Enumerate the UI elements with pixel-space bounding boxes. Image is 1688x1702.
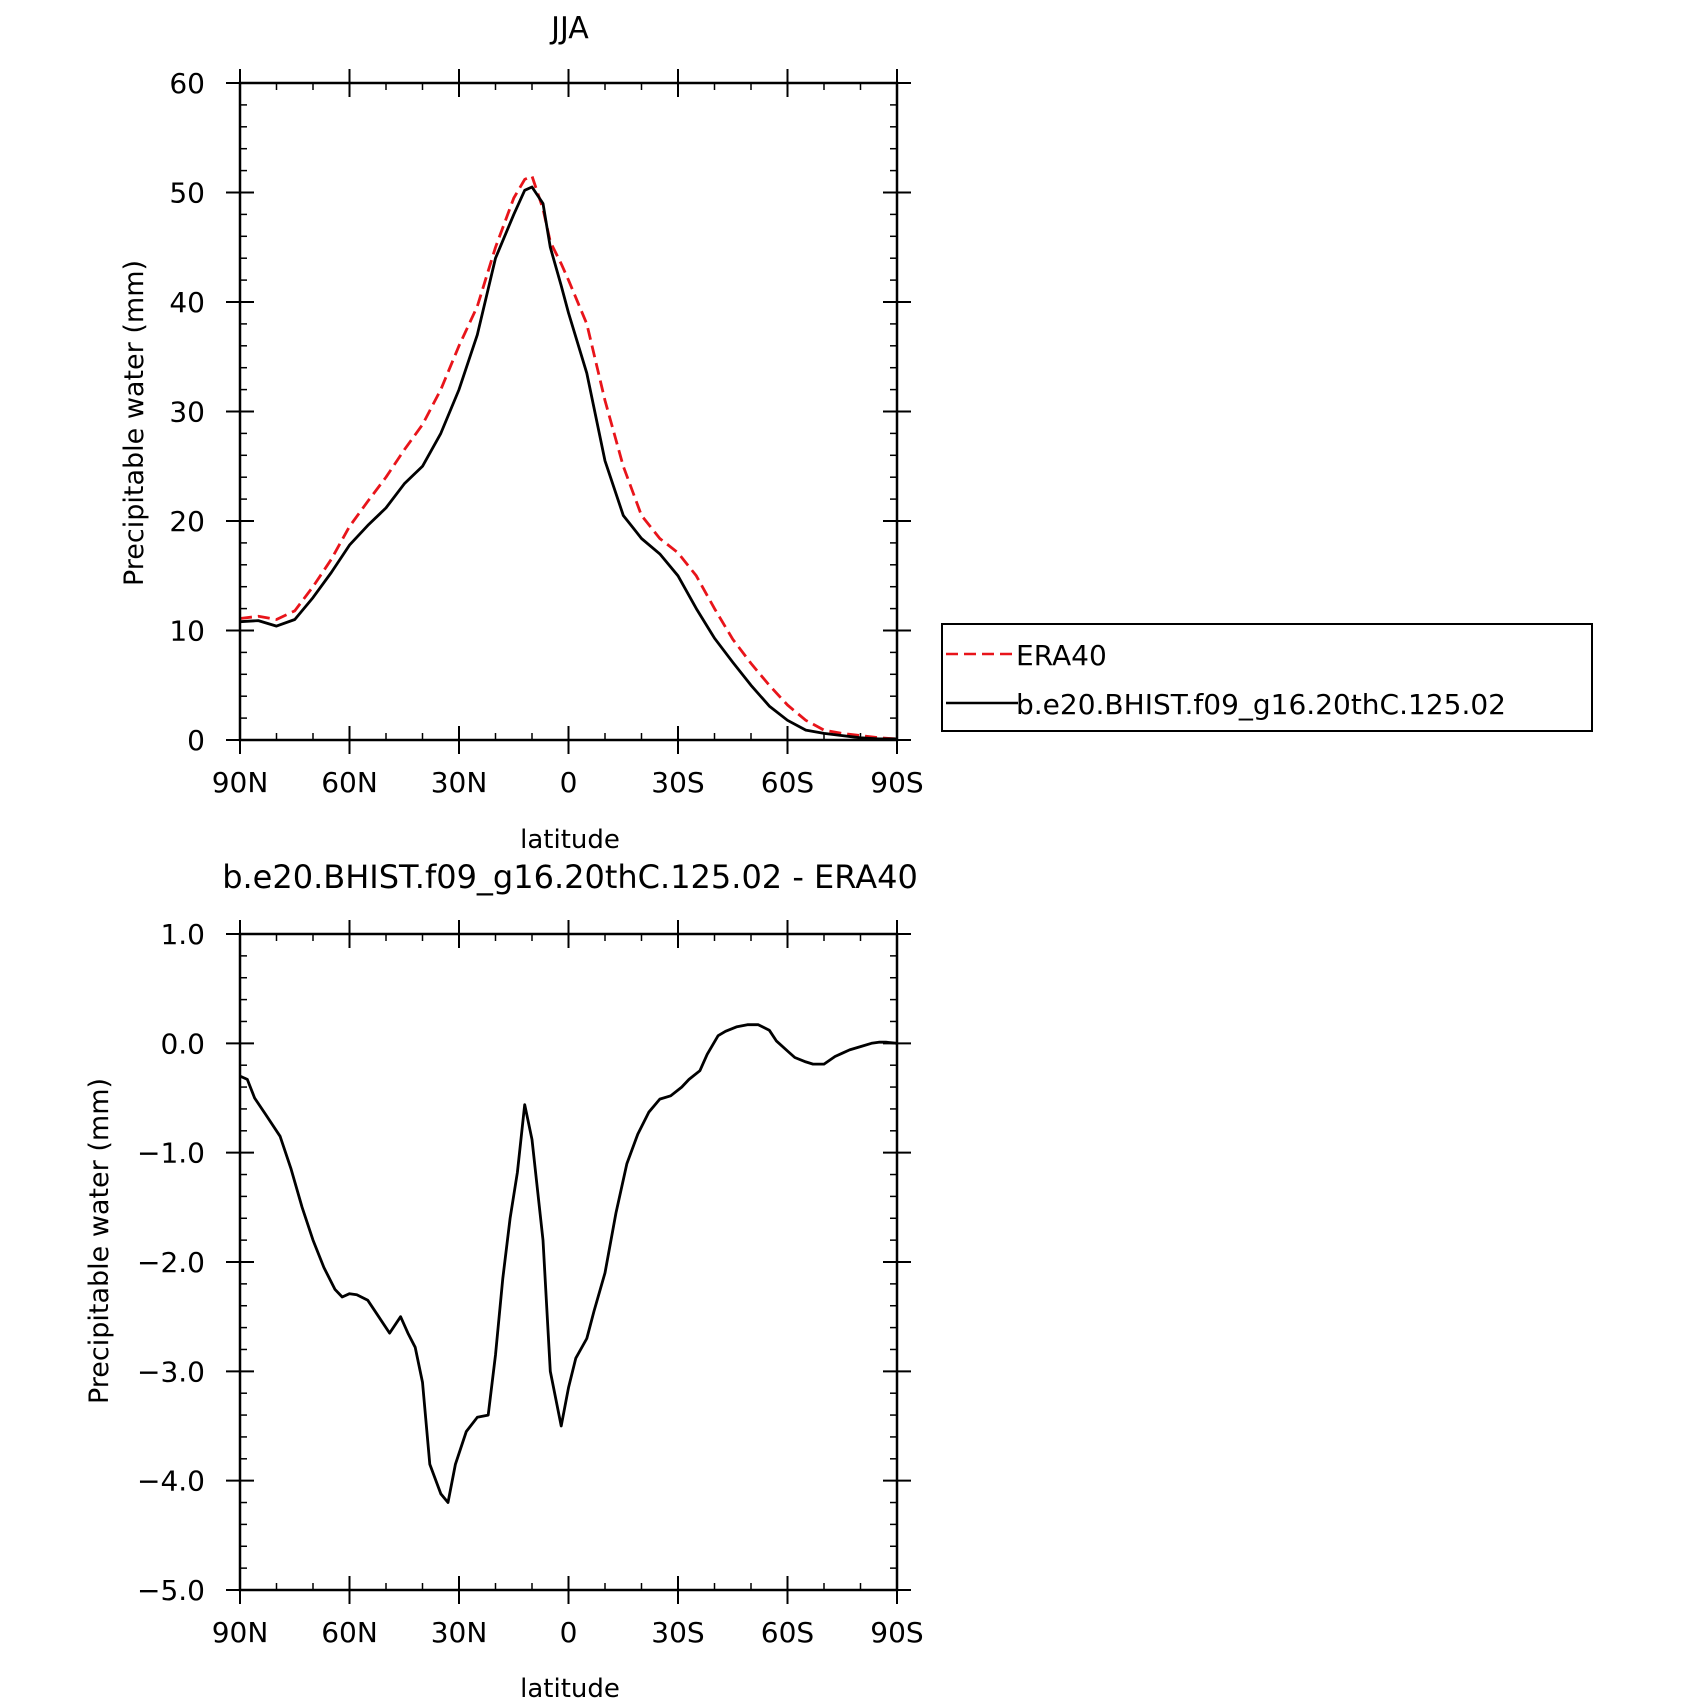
y-tick-label: −3.0 xyxy=(137,1355,205,1388)
panel-title: JJA xyxy=(549,11,589,46)
plot-area xyxy=(239,174,898,741)
legend-label-model: b.e20.BHIST.f09_g16.20thC.125.02 xyxy=(1016,688,1506,721)
y-axis-label: Precipitable water (mm) xyxy=(84,1078,115,1404)
panel-title: b.e20.BHIST.f09_g16.20thC.125.02 - ERA40 xyxy=(222,858,918,896)
legend: ERA40 b.e20.BHIST.f09_g16.20thC.125.02 xyxy=(941,623,1593,732)
x-tick-label: 30S xyxy=(651,1616,704,1649)
axis-ticks xyxy=(226,920,911,1604)
y-tick-label: −4.0 xyxy=(137,1465,205,1498)
y-tick-label: 50 xyxy=(169,177,205,210)
x-tick-label: 30S xyxy=(651,766,704,799)
x-tick-label: 0 xyxy=(560,1616,578,1649)
x-tick-label: 30N xyxy=(431,766,488,799)
x-tick-labels: 90N 60N 30N 0 30S 60S 90S xyxy=(212,766,924,799)
y-tick-label: 1.0 xyxy=(160,918,205,951)
y-tick-label: 60 xyxy=(169,67,205,100)
x-tick-label: 0 xyxy=(560,766,578,799)
y-tick-label: −2.0 xyxy=(137,1246,205,1279)
series-line-model xyxy=(239,185,897,741)
y-tick-label: −1.0 xyxy=(137,1137,205,1170)
x-tick-label: 90N xyxy=(212,1616,269,1649)
y-tick-label: 0.0 xyxy=(160,1027,205,1060)
y-tick-label: 40 xyxy=(169,286,205,319)
x-tick-label: 60S xyxy=(761,766,814,799)
y-tick-labels: 0 10 20 30 40 50 60 xyxy=(169,67,205,757)
plot-area xyxy=(239,1023,898,1504)
y-tick-label: 20 xyxy=(169,505,205,538)
axis-ticks xyxy=(226,69,911,754)
x-axis-label: latitude xyxy=(520,825,620,855)
series-line-difference xyxy=(239,1023,898,1504)
y-tick-label: −5.0 xyxy=(137,1574,205,1607)
y-tick-label: 30 xyxy=(169,396,205,429)
y-tick-label: 10 xyxy=(169,615,205,648)
y-tick-label: 0 xyxy=(187,724,205,757)
y-tick-labels: 1.0 0.0 −1.0 −2.0 −3.0 −4.0 −5.0 xyxy=(137,918,205,1607)
x-tick-label: 60S xyxy=(761,1616,814,1649)
axes-frame xyxy=(238,81,899,742)
x-tick-label: 90S xyxy=(870,766,923,799)
axes-frame xyxy=(238,932,899,1592)
x-tick-label: 60N xyxy=(321,766,378,799)
legend-box xyxy=(941,623,1593,732)
x-tick-label: 30N xyxy=(431,1616,488,1649)
climatology-panel: JJA 0 10 20 30 40 50 60 90N 60N 30N 0 30S 60S 90S la… xyxy=(119,11,924,855)
x-tick-label: 60N xyxy=(321,1616,378,1649)
difference-panel: b.e20.BHIST.f09_g16.20thC.125.02 - ERA40… xyxy=(84,858,924,1702)
x-tick-label: 90N xyxy=(212,766,269,799)
series-line-era40 xyxy=(239,174,898,741)
x-tick-labels: 90N 60N 30N 0 30S 60S 90S xyxy=(212,1616,924,1649)
legend-label-era40: ERA40 xyxy=(1016,639,1107,672)
y-axis-label: Precipitable water (mm) xyxy=(119,260,150,586)
x-axis-label: latitude xyxy=(520,1674,620,1702)
x-tick-label: 90S xyxy=(870,1616,923,1649)
